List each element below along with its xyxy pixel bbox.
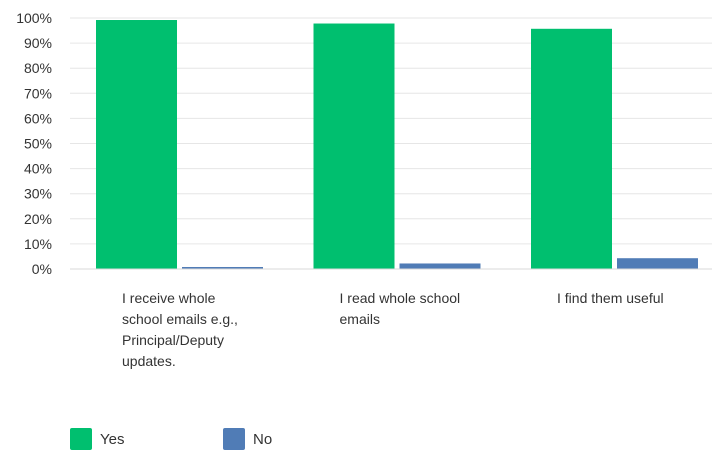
y-tick-label: 60% <box>24 110 52 126</box>
y-axis-tick-labels: 0% 10% 20% 30% 40% 50% 60% 70% 80% 90% 100% <box>16 10 52 277</box>
y-tick-label: 50% <box>24 136 52 152</box>
legend-item-yes: Yes <box>70 428 124 450</box>
category-label-line: updates. <box>122 353 176 369</box>
category-label: I receive whole school emails e.g., Princi… <box>122 288 238 372</box>
bar-no-2 <box>399 263 481 269</box>
category-label: I find them useful <box>557 288 664 309</box>
y-tick-label: 20% <box>24 211 52 227</box>
y-tick-label: 90% <box>24 35 52 51</box>
category-label-line: Principal/Deputy <box>122 332 224 348</box>
category-label-line: I find them useful <box>557 290 664 306</box>
legend-swatch-yes <box>70 428 92 450</box>
legend-label-yes: Yes <box>100 430 125 448</box>
y-tick-label: 30% <box>24 186 52 202</box>
legend-label-no: No <box>253 430 273 448</box>
y-tick-label: 100% <box>16 10 52 26</box>
category-label-line: I read whole school <box>339 290 461 306</box>
y-tick-label: 0% <box>32 261 52 277</box>
bar-yes-1 <box>96 20 177 270</box>
bars <box>96 20 698 270</box>
category-label-line: I receive whole <box>122 290 216 306</box>
bar-no-3 <box>617 258 698 269</box>
y-tick-label: 40% <box>24 161 52 177</box>
legend-item-no: No <box>223 428 272 450</box>
bar-no-1 <box>182 266 263 269</box>
y-tick-label: 80% <box>24 60 52 76</box>
y-tick-label: 70% <box>24 85 52 101</box>
category-label-line: emails <box>339 311 380 327</box>
y-tick-label: 10% <box>24 236 52 252</box>
bar-yes-2 <box>313 23 395 269</box>
legend-swatch-no <box>223 428 245 450</box>
category-label: I read whole school emails <box>340 288 461 330</box>
category-label-line: school emails e.g., <box>122 311 238 327</box>
bar-yes-3 <box>531 28 612 269</box>
